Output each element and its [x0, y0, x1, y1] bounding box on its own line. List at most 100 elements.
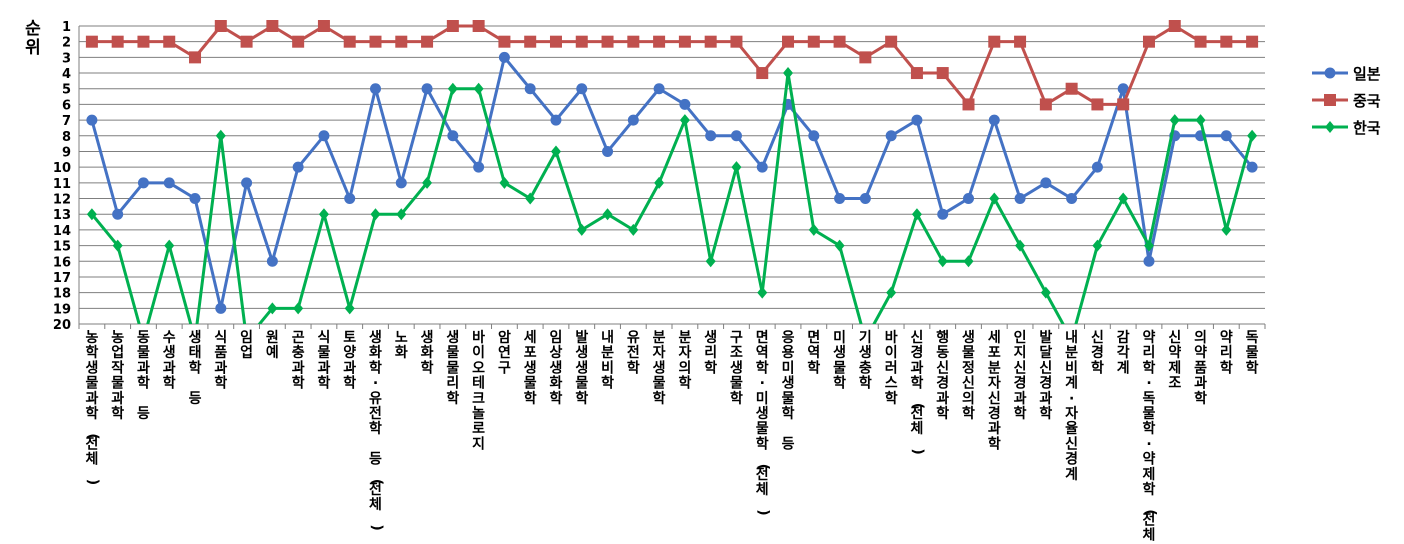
data-point: [1091, 98, 1104, 111]
data-point: [1221, 223, 1232, 236]
data-point: [1092, 239, 1103, 252]
data-point: [550, 145, 561, 158]
y-tick-label: 3: [62, 51, 71, 66]
data-point: [1142, 35, 1155, 48]
data-point: [498, 51, 510, 63]
data-point: [988, 114, 1000, 126]
data-point: [1040, 177, 1052, 189]
data-point: [705, 130, 717, 142]
data-point: [395, 177, 407, 189]
data-point: [731, 161, 742, 174]
data-point: [524, 35, 537, 48]
y-tick-label: 4: [62, 67, 71, 82]
data-point: [1117, 83, 1129, 95]
data-point: [1195, 114, 1206, 127]
data-point: [446, 20, 459, 32]
data-point: [318, 130, 330, 142]
data-point: [1091, 161, 1103, 173]
data-point: [370, 83, 381, 95]
data-point: [704, 35, 717, 48]
y-tick-label: 20: [53, 318, 71, 333]
data-point: [524, 83, 536, 95]
data-point: [447, 130, 459, 142]
data-point: [1039, 98, 1052, 111]
data-point: [421, 83, 433, 95]
data-point: [833, 35, 846, 48]
data-point: [215, 129, 226, 142]
data-point: [85, 35, 98, 48]
data-point: [472, 20, 485, 32]
y-tick-label: 7: [62, 114, 71, 129]
data-point: [757, 286, 768, 299]
data-point: [1194, 35, 1207, 48]
data-point: [988, 35, 1001, 48]
data-point: [343, 35, 356, 48]
data-point: [705, 255, 716, 268]
data-point: [885, 35, 898, 48]
data-point: [654, 176, 665, 189]
y-tick-label: 1: [62, 20, 71, 35]
data-point: [550, 114, 562, 126]
data-point: [679, 114, 690, 127]
data-point: [163, 35, 176, 48]
y-tick-label: 12: [53, 193, 71, 208]
data-point: [756, 67, 769, 80]
data-point: [549, 35, 562, 48]
y-tick-label: 18: [53, 287, 71, 302]
data-point: [783, 67, 794, 80]
data-point: [1065, 82, 1078, 95]
data-point: [369, 35, 382, 48]
legend-marker: [1324, 94, 1336, 106]
data-point: [86, 114, 98, 126]
y-tick-label: 9: [62, 145, 71, 160]
series-line-1: [91, 24, 1253, 106]
y-axis-label-char: 위: [25, 38, 41, 58]
legend-marker: [1325, 121, 1335, 133]
data-point: [240, 35, 253, 48]
data-point: [112, 239, 123, 252]
data-point: [807, 35, 820, 48]
data-point: [576, 223, 587, 236]
data-point: [1015, 239, 1026, 252]
data-point: [1169, 114, 1180, 127]
y-tick-label: 8: [62, 130, 71, 145]
data-point: [834, 193, 846, 205]
data-point: [525, 192, 536, 205]
data-point: [834, 239, 845, 252]
data-point: [1143, 239, 1154, 252]
x-tick-label: 면 역 학 · 미 생 물 학 (전 체): [755, 329, 771, 516]
x-tick-label: 농 학 생 물 과 학 (전 체): [85, 330, 101, 485]
y-tick-label: 2: [62, 36, 71, 51]
data-point: [1246, 35, 1259, 48]
x-tick-label: 신 경 과 학 (전 체): [910, 330, 926, 455]
data-point: [1220, 130, 1232, 142]
legend-label: 일본: [1353, 65, 1381, 83]
data-point: [317, 20, 330, 32]
data-point: [292, 35, 305, 48]
data-point: [1118, 192, 1129, 205]
y-axis-label: 순위: [25, 19, 41, 58]
data-point: [421, 35, 434, 48]
data-point: [447, 82, 458, 95]
data-point: [627, 114, 639, 126]
